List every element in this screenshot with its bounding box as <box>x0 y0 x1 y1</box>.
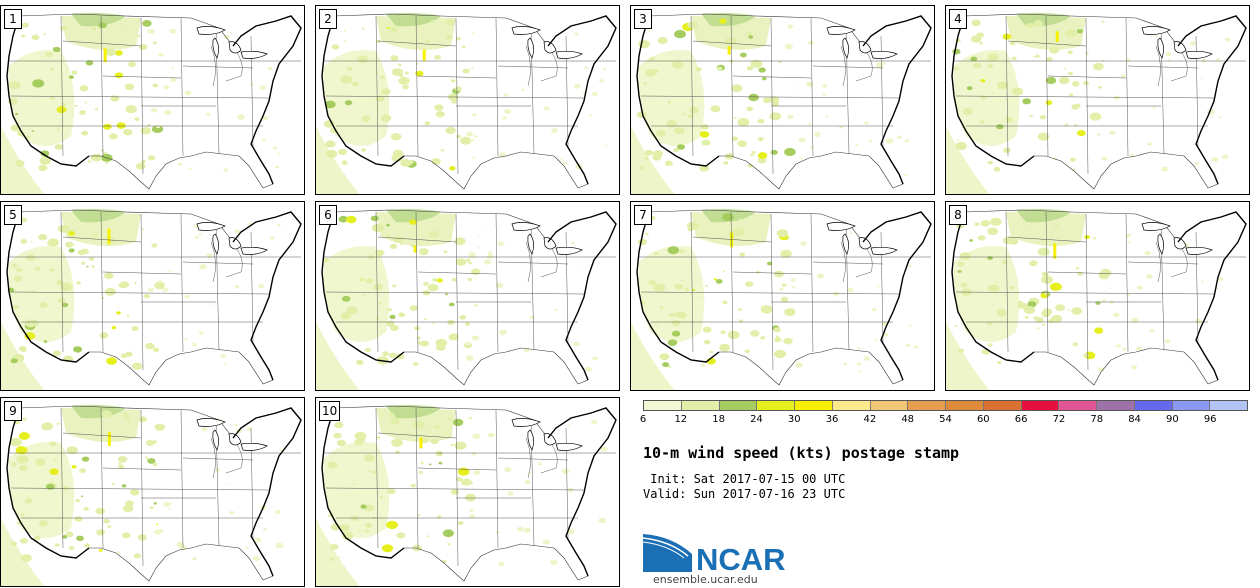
colorbar-swatch <box>1097 401 1135 410</box>
map-panel-3: 3 <box>630 5 935 195</box>
map-panel-9: 9 <box>0 397 305 587</box>
colorbar-tick-label: 78 <box>1090 414 1104 425</box>
colorbar-swatch <box>795 401 833 410</box>
us-map <box>316 12 617 194</box>
colorbar-tick-label: 84 <box>1128 414 1141 425</box>
us-map <box>316 208 617 390</box>
map-panel-6: 6 <box>315 201 620 391</box>
colorbar-tick-label: 12 <box>674 414 688 425</box>
colorbar-swatch <box>757 401 795 410</box>
colorbar-swatch <box>1059 401 1097 410</box>
us-map <box>631 12 932 194</box>
us-map <box>631 208 932 390</box>
valid-time: Valid: Sun 2017-07-16 23 UTC <box>643 487 846 501</box>
colorbar-swatch <box>681 401 720 410</box>
colorbar-swatch <box>1021 401 1060 410</box>
colorbar-tick-label: 24 <box>750 414 763 425</box>
panel-number: 10 <box>319 401 341 421</box>
init-time: Init: Sat 2017-07-15 00 UTC <box>643 472 846 486</box>
panel-number: 4 <box>949 9 967 29</box>
ncar-logo: NCAR <box>642 534 786 574</box>
colorbar-swatch <box>1172 401 1211 410</box>
colorbar-tick-label: 90 <box>1166 414 1179 425</box>
panel-number: 9 <box>4 401 22 421</box>
colorbar-tick-label: 48 <box>901 414 915 425</box>
colorbar-swatch <box>983 401 1022 410</box>
colorbar-swatch <box>946 401 984 410</box>
colorbar-swatch <box>832 401 871 410</box>
panel-number: 3 <box>634 9 652 29</box>
panel-number: 5 <box>4 205 22 225</box>
us-map <box>1 12 302 194</box>
colorbar-swatch <box>644 401 682 410</box>
colorbar-swatch <box>1210 401 1247 410</box>
panel-number: 1 <box>4 9 22 29</box>
colorbar-tick-label: 30 <box>787 414 801 425</box>
us-map <box>1 208 302 390</box>
panel-number: 6 <box>319 205 337 225</box>
map-panel-2: 2 <box>315 5 620 195</box>
map-panel-5: 5 <box>0 201 305 391</box>
colorbar-tick-label: 96 <box>1203 414 1217 425</box>
colorbar-tick-label: 72 <box>1052 414 1066 425</box>
colorbar-tick-label: 54 <box>939 414 952 425</box>
us-map <box>946 12 1247 194</box>
map-panel-1: 1 <box>0 5 305 195</box>
colorbar-tick-label: 18 <box>712 414 725 425</box>
us-map <box>1 404 302 586</box>
colorbar-swatch <box>870 401 909 410</box>
us-map <box>946 208 1247 390</box>
panel-number: 2 <box>319 9 337 29</box>
panel-number: 7 <box>634 205 652 225</box>
chart-title: 10-m wind speed (kts) postage stamp <box>643 444 960 462</box>
map-panel-10: 10 <box>315 397 620 587</box>
site-url: ensemble.ucar.edu <box>653 573 758 586</box>
colorbar-swatch <box>1134 401 1173 410</box>
colorbar-tick-label: 6 <box>639 414 647 425</box>
panel-number: 8 <box>949 205 967 225</box>
colorbar-swatch <box>719 401 758 410</box>
map-panel-7: 7 <box>630 201 935 391</box>
colorbar-tick-label: 66 <box>1014 414 1028 425</box>
ncar-logo-text: NCAR <box>696 542 786 574</box>
colorbar-tick-label: 60 <box>976 414 990 425</box>
colorbar-tick-label: 36 <box>825 414 839 425</box>
colorbar-tick-label: 42 <box>863 414 877 425</box>
colorbar <box>643 400 1248 411</box>
map-panel-8: 8 <box>945 201 1250 391</box>
us-map <box>316 404 617 586</box>
colorbar-swatch <box>908 401 946 410</box>
map-panel-4: 4 <box>945 5 1250 195</box>
